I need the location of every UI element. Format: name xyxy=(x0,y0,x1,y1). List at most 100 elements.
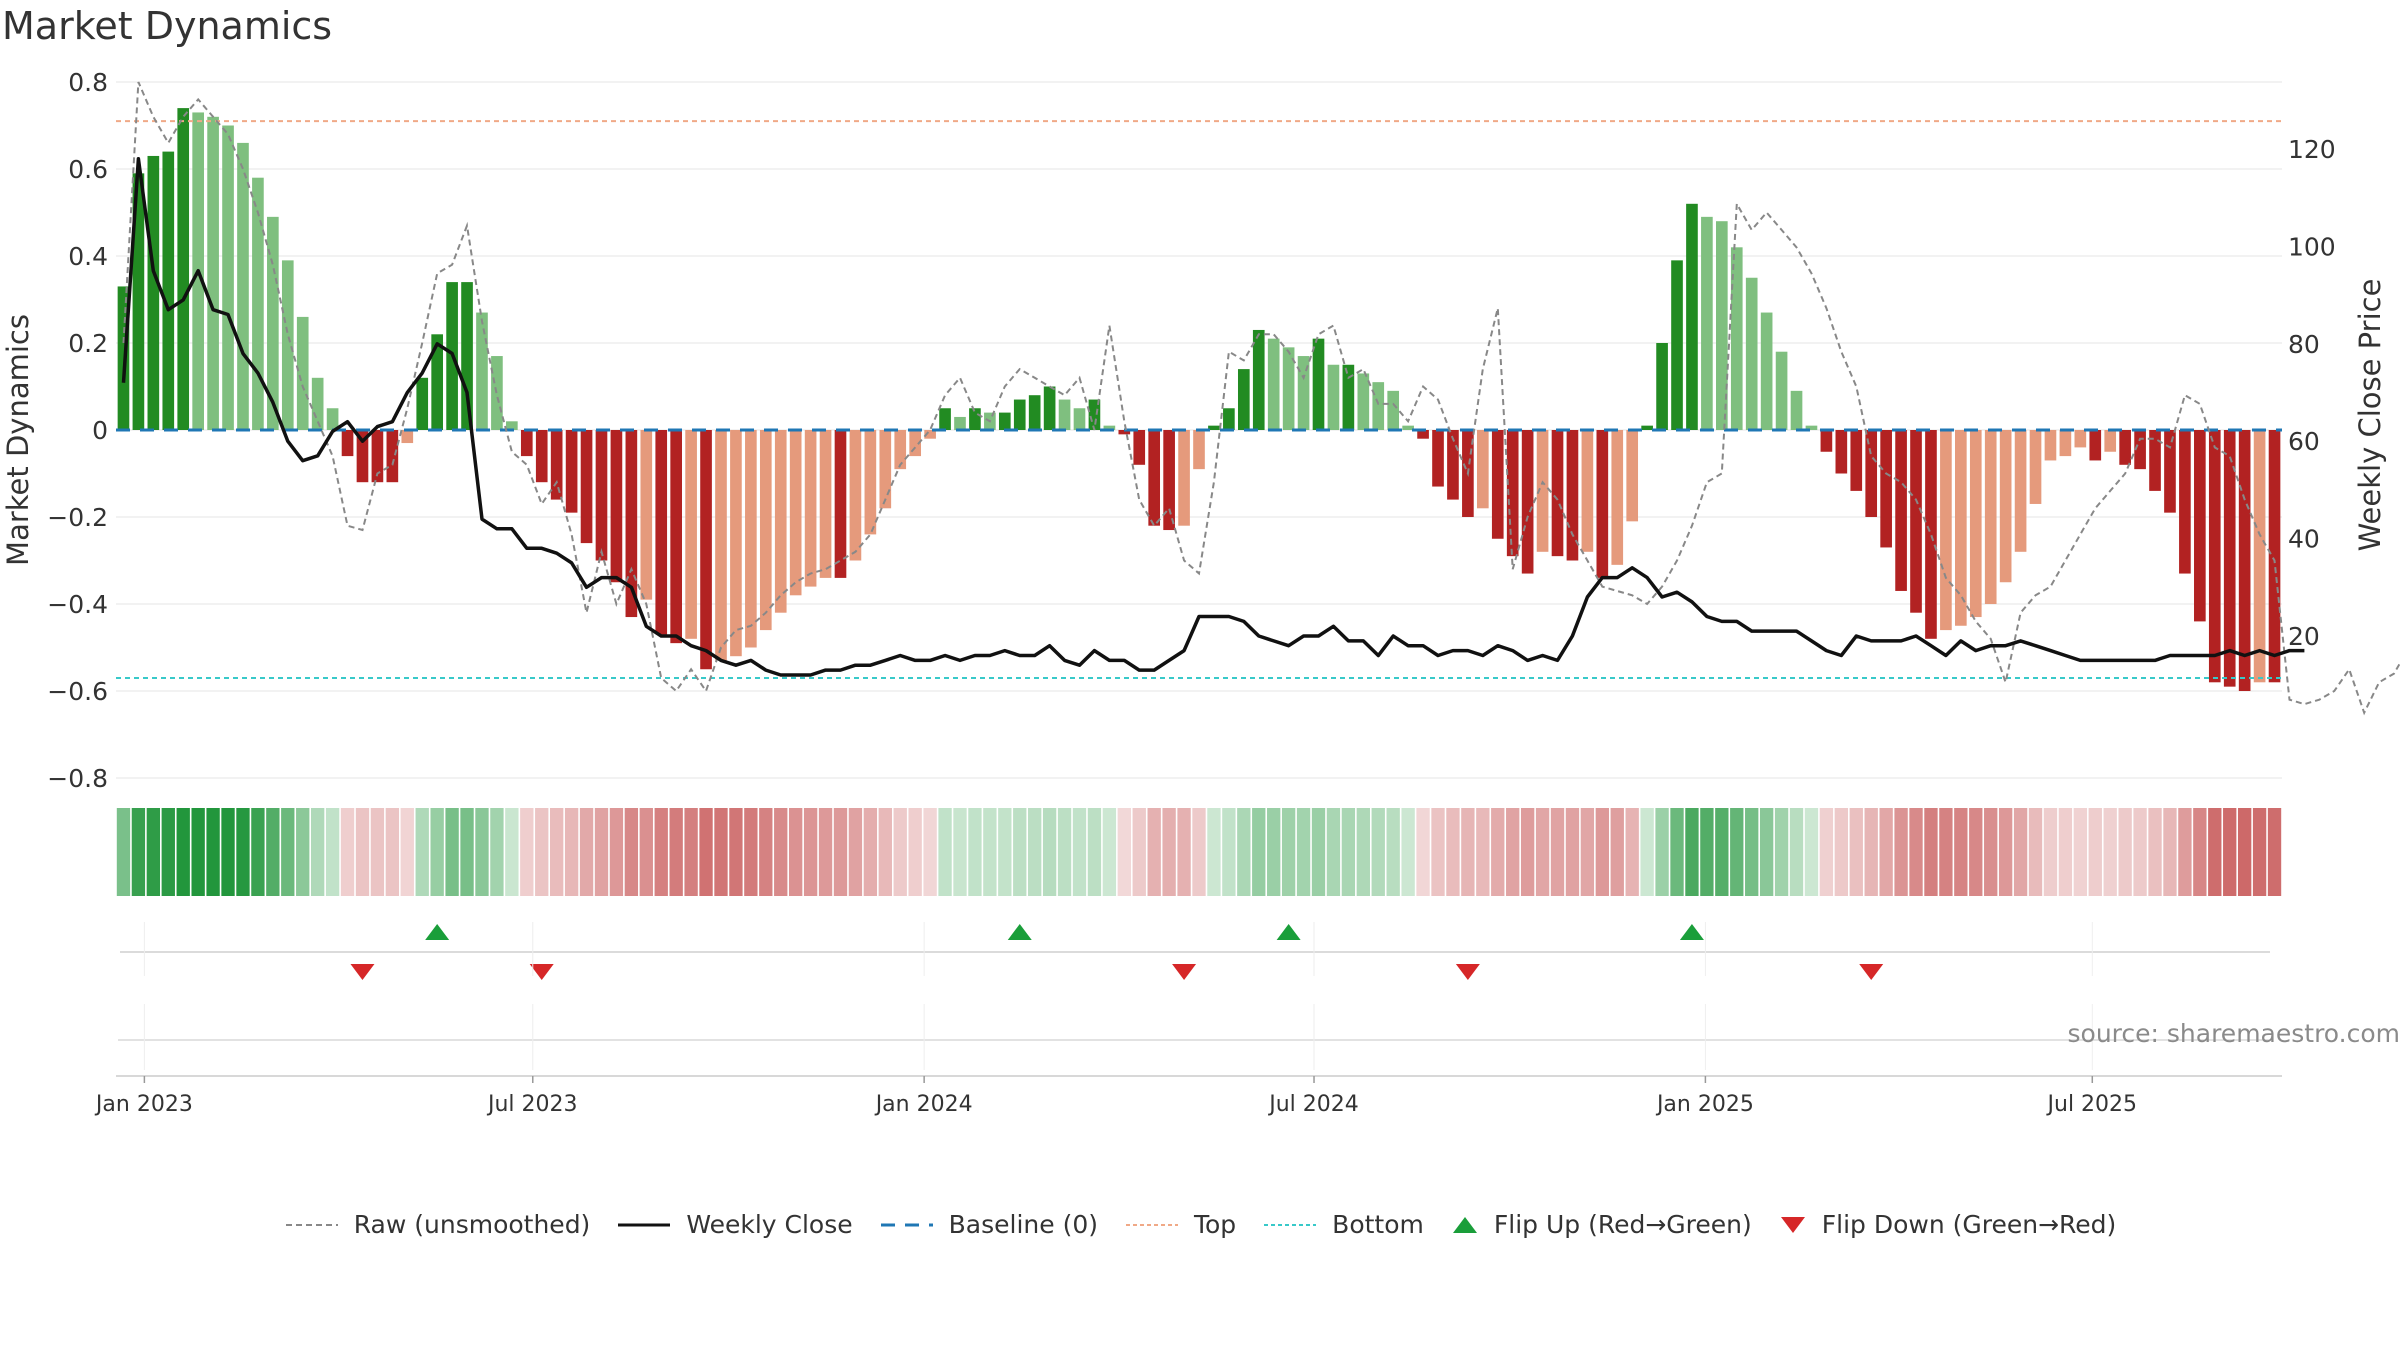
dynamics-bar xyxy=(2074,430,2087,448)
regime-cell xyxy=(1759,808,1774,896)
dynamics-bar xyxy=(759,430,772,631)
dashed-blue-line-icon xyxy=(880,1223,933,1226)
regime-cell xyxy=(1311,808,1326,896)
regime-cell xyxy=(1491,808,1505,896)
dynamics-bar xyxy=(1282,347,1295,430)
regime-cell xyxy=(803,808,818,896)
regime-cell xyxy=(2178,808,2192,896)
regime-cell xyxy=(2223,808,2237,896)
dynamics-bar xyxy=(954,416,966,430)
dynamics-bar xyxy=(356,430,369,483)
dynamics-bar xyxy=(789,430,802,596)
legend-label: Bottom xyxy=(1332,1210,1424,1239)
regime-cell xyxy=(550,808,564,896)
dynamics-bar xyxy=(1611,430,1624,565)
regime-cell xyxy=(1715,808,1729,896)
dynamics-bar xyxy=(1760,312,1773,430)
dynamics-bar xyxy=(924,430,936,439)
regime-cell xyxy=(340,808,355,896)
axes: 0.8 0.6 0.4 0.2 0 −0.2 −0.4 −0.6 −0.8 120 100 80 60 4… xyxy=(1,68,2387,793)
regime-cell xyxy=(699,808,713,896)
regime-cell xyxy=(1267,808,1281,896)
dynamics-bar xyxy=(326,408,339,430)
dynamics-bar xyxy=(2238,430,2251,691)
regime-cell xyxy=(1192,808,1206,896)
regime-cell xyxy=(2208,808,2222,896)
regime-cell xyxy=(714,808,728,896)
dynamics-bar xyxy=(1013,399,1026,430)
regime-cell xyxy=(1222,808,1236,896)
regime-cell xyxy=(535,808,549,896)
regime-cell xyxy=(2058,808,2073,896)
regime-cell xyxy=(1028,808,1042,896)
regime-cell xyxy=(1864,808,1878,896)
regime-cell xyxy=(355,808,370,896)
regime-cell xyxy=(1789,808,1804,896)
dynamics-bar xyxy=(222,125,234,430)
y2-tick-label: 40 xyxy=(2288,525,2320,554)
dynamics-bar xyxy=(520,430,533,457)
regime-cell xyxy=(968,808,982,896)
dynamics-bar xyxy=(1940,430,1952,631)
dynamics-bar xyxy=(1596,430,1609,578)
regime-cell xyxy=(1326,808,1341,896)
regime-cell xyxy=(998,808,1012,896)
x-tick-label: Jul 2025 xyxy=(2046,1092,2138,1117)
green-up-triangle-icon xyxy=(1452,1216,1477,1233)
x-axis: Jan 2023 Jul 2023 Jan 2024 Jul 2024 Jan 2025… xyxy=(94,922,2282,1117)
regime-cell xyxy=(1132,808,1146,896)
dynamics-bar xyxy=(625,430,638,618)
chart-title: Market Dynamics xyxy=(2,4,333,48)
dynamics-bar xyxy=(834,430,847,578)
regime-cell xyxy=(1969,808,1983,896)
regime-cell xyxy=(594,808,609,896)
regime-cell xyxy=(1819,808,1834,896)
y-tick-label: 0.2 xyxy=(68,329,108,358)
dynamics-bar xyxy=(1163,430,1175,531)
dynamics-bar xyxy=(162,151,175,430)
dynamics-bar xyxy=(401,430,414,444)
dynamics-bar xyxy=(864,430,877,535)
regime-cell xyxy=(923,808,937,896)
dynamics-bar xyxy=(1267,338,1280,430)
dynamics-bar xyxy=(476,312,488,430)
dynamics-bar xyxy=(909,430,922,457)
dynamics-bar xyxy=(1984,430,1997,604)
dynamics-bar xyxy=(386,430,399,483)
legend: Raw (unsmoothed) Weekly Close Baseline (… xyxy=(0,1210,2400,1239)
dynamics-bar xyxy=(2014,430,2027,552)
dynamics-bar xyxy=(431,334,443,430)
dynamics-bar xyxy=(1088,399,1101,430)
regime-cell xyxy=(146,808,161,896)
regime-cell xyxy=(1281,808,1296,896)
regime-cell xyxy=(609,808,624,896)
dynamics-bar xyxy=(2223,430,2236,687)
dynamics-bar xyxy=(2208,430,2221,683)
dynamics-bar xyxy=(595,430,608,561)
dynamics-bar xyxy=(2253,430,2266,683)
dynamics-bar xyxy=(879,430,892,509)
dynamics-bar xyxy=(685,430,697,639)
dynamics-bar xyxy=(2268,430,2281,683)
regime-cell xyxy=(2043,808,2058,896)
dotted-orange-line-icon xyxy=(1125,1223,1178,1226)
legend-item-top: Top xyxy=(1124,1210,1236,1239)
regime-cell xyxy=(505,808,519,896)
y-tick-label: 0.8 xyxy=(68,68,108,97)
flip-down-marker xyxy=(1172,964,1197,980)
dynamics-bar xyxy=(640,430,653,600)
dynamics-bar xyxy=(1342,364,1355,430)
dynamics-bar xyxy=(1491,430,1504,539)
dynamics-bar xyxy=(565,430,578,513)
regime-cell xyxy=(430,808,444,896)
dynamics-bar xyxy=(1581,430,1594,552)
dynamics-bar xyxy=(1835,430,1848,474)
y2-tick-label: 120 xyxy=(2288,135,2336,164)
regime-cell xyxy=(1984,808,1998,896)
regime-cell xyxy=(161,808,175,896)
y-tick-label: −0.4 xyxy=(47,590,108,619)
regime-cell xyxy=(1565,808,1580,896)
regime-cell xyxy=(191,808,205,896)
dynamics-bar xyxy=(1178,430,1190,526)
regime-cell xyxy=(669,808,683,896)
